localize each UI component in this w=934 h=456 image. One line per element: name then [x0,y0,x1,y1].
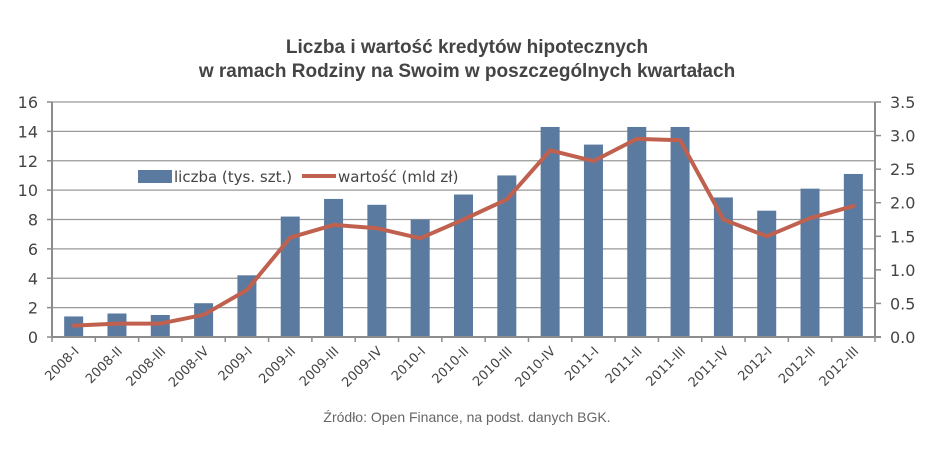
y-left-label: 14 [18,122,38,141]
bar [150,314,170,337]
x-axis-label: 2008-I [42,344,82,384]
line-series [71,136,856,328]
x-axis-label: 2010-III [470,344,515,389]
bar [843,173,863,337]
y-axis-right-labels: 0.0 0.5 1.0 1.5 2.0 2.5 3.0 3.5 [890,93,915,347]
axes [47,101,881,342]
bar [757,210,777,337]
legend: liczba (tys. szt.) wartość (mld zł) [138,168,458,186]
x-axis-label: 2010-II [430,344,473,387]
bar [800,188,820,337]
y-left-label: 10 [18,181,38,200]
y-axis-left-labels: 0 2 4 6 8 10 12 14 16 [18,93,38,347]
y-left-label: 4 [28,269,38,288]
y-left-label: 0 [28,328,38,347]
bar [280,216,300,337]
y-right-label: 0.5 [890,294,915,313]
y-right-label: 3.5 [890,93,915,112]
x-axis-label: 2008-III [124,344,169,389]
x-axis-label: 2008-IV [166,344,212,390]
x-axis-label: 2010-IV [513,344,559,390]
y-left-label: 12 [18,152,38,171]
bar [540,126,560,337]
x-axis-label: 2009-I [216,344,256,384]
bar [670,126,690,337]
bar-series [64,126,863,337]
y-right-label: 2.0 [890,194,915,213]
x-axis-label: 2011-I [562,344,602,384]
bar [627,126,647,337]
x-axis-label: 2012-III [817,344,862,389]
y-right-label: 1.0 [890,261,915,280]
y-right-label: 3.0 [890,127,915,146]
x-axis-label: 2012-I [736,344,776,384]
legend-bar-swatch [138,170,172,183]
x-axis-label: 2012-II [776,344,819,387]
y-right-label: 0.0 [890,328,915,347]
y-right-label: 1.5 [890,227,915,246]
x-axis-label: 2011-III [643,344,688,389]
gridlines [52,101,875,309]
x-axis-label: 2009-II [256,344,299,387]
legend-bar-label: liczba (tys. szt.) [174,168,292,186]
bar [410,219,430,337]
y-left-label: 8 [28,211,38,230]
bar [497,175,517,337]
bar [583,144,603,337]
y-left-label: 2 [28,299,38,318]
x-axis-label: 2011-IV [686,344,732,390]
chart-title-line-1: Liczba i wartość kredytów hipotecznych [285,37,649,58]
chart-title-line-2: w ramach Rodziny na Swoim w poszczególny… [198,61,736,82]
bar [324,198,344,337]
y-left-label: 16 [18,93,38,112]
bar [713,197,733,337]
source-note: Źródło: Open Finance, na podst. danych B… [323,409,611,425]
x-axis-label: 2010-I [389,344,429,384]
x-axis-label: 2011-II [603,344,646,387]
legend-line-label: wartość (mld zł) [338,168,458,186]
x-axis-label: 2009-III [297,344,342,389]
bar [194,303,214,337]
y-right-label: 2.5 [890,160,915,179]
x-axis-label: 2009-IV [339,344,385,390]
y-left-label: 6 [28,240,38,259]
x-axis-label: 2008-II [83,344,126,387]
bar [367,204,387,337]
bar [454,194,473,337]
